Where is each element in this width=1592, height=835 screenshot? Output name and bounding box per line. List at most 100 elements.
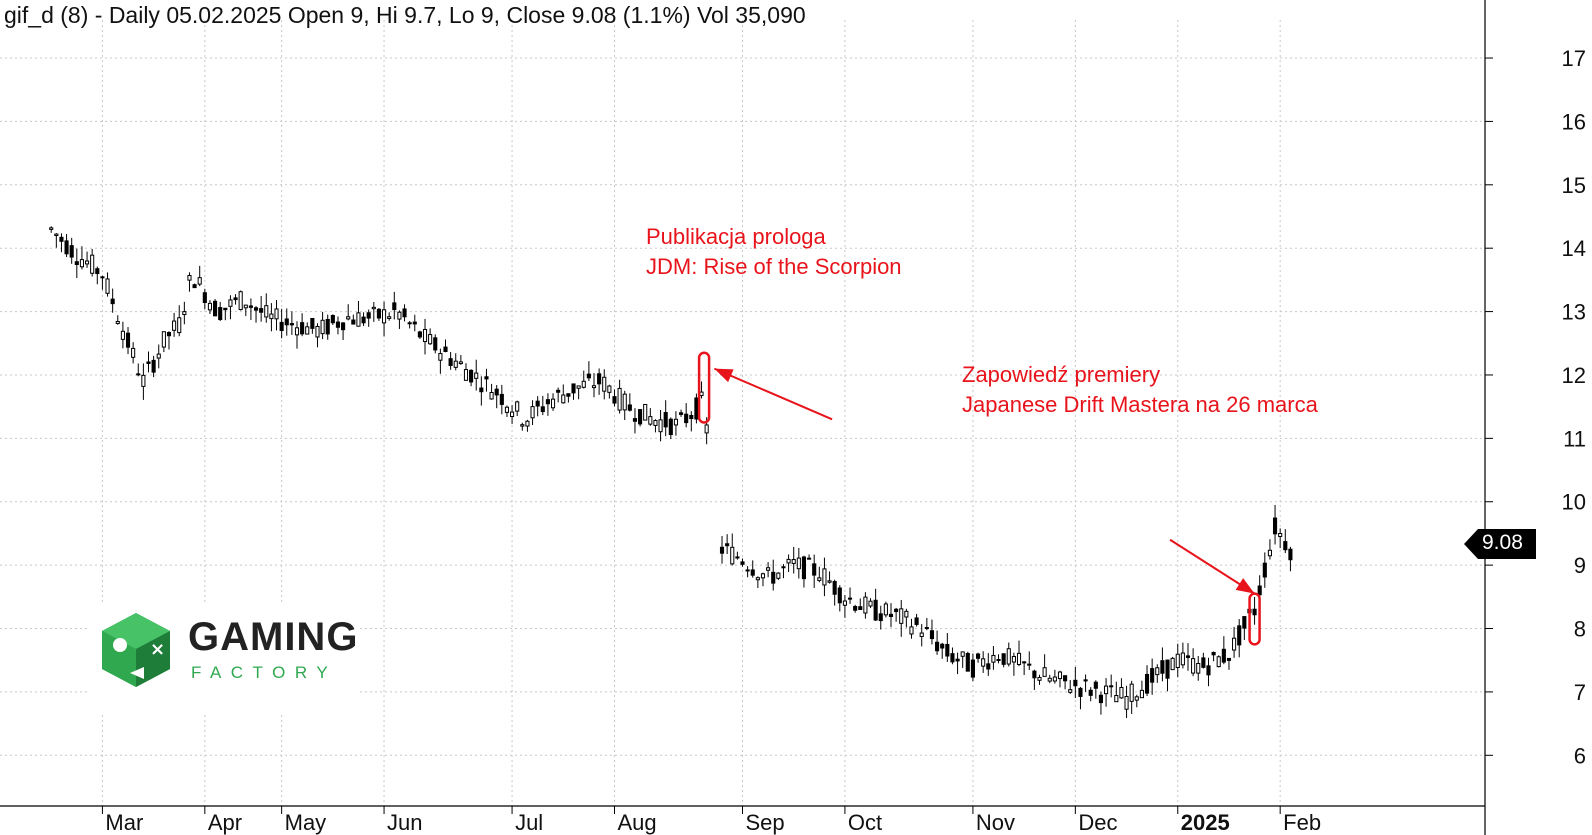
- candle-body: [632, 418, 638, 422]
- candle-body: [381, 309, 387, 324]
- candle-body: [259, 308, 264, 313]
- candle-body: [146, 361, 151, 364]
- candle-body: [586, 373, 591, 379]
- candle-body: [402, 308, 407, 318]
- candle-body: [878, 613, 883, 622]
- candle-body: [740, 561, 745, 565]
- x-tick-label: Feb: [1283, 810, 1321, 835]
- candle-body: [940, 643, 945, 649]
- candle-body: [504, 406, 510, 413]
- candle-body: [218, 307, 223, 320]
- candle-body: [479, 387, 484, 393]
- candle-body: [115, 321, 120, 324]
- candle-body: [1278, 532, 1283, 537]
- candle-body: [638, 409, 643, 425]
- candle-body: [469, 369, 474, 383]
- candle-body: [356, 312, 361, 327]
- candle-body: [822, 568, 827, 586]
- candle-body: [294, 327, 300, 336]
- candle-body: [1165, 659, 1170, 679]
- candle-body: [970, 659, 975, 678]
- candle-body: [735, 556, 740, 559]
- candle-body: [172, 320, 177, 331]
- candle-body: [622, 393, 627, 411]
- candle-body: [561, 394, 566, 404]
- y-tick-label: 17: [1562, 46, 1586, 71]
- x-tick-label: Apr: [208, 810, 242, 835]
- candle-body: [986, 663, 991, 670]
- candle-body: [612, 396, 617, 404]
- candle-body: [325, 318, 330, 335]
- candle-body: [796, 557, 801, 570]
- candle-body: [540, 406, 545, 413]
- candle-body: [550, 398, 556, 409]
- candle-body: [417, 331, 422, 338]
- annotation-premiere: Zapowiedź premiery Japanese Drift Master…: [962, 360, 1318, 420]
- candle-body: [935, 641, 940, 652]
- candle-body: [1196, 662, 1201, 674]
- candle-body: [315, 325, 320, 338]
- candle-body: [361, 316, 366, 324]
- annotation-prolog: Publikacja prologa JDM: Rise of the Scor…: [646, 222, 902, 282]
- y-tick-label: 11: [1563, 426, 1586, 451]
- candle-body: [556, 389, 561, 393]
- candle-body: [279, 321, 284, 332]
- candle-body: [1037, 676, 1042, 681]
- candle-body: [1252, 608, 1257, 616]
- candles: [49, 226, 1293, 719]
- candle-body: [981, 658, 986, 667]
- candle-body: [530, 406, 535, 419]
- candle-body: [69, 245, 74, 258]
- highlight-marker: [697, 351, 711, 424]
- candle-body: [909, 626, 914, 635]
- candle-body: [965, 652, 970, 672]
- logo-subtitle: FACTORY: [191, 663, 338, 682]
- candle-body: [284, 318, 289, 326]
- candle-body: [597, 373, 602, 385]
- candle-body: [494, 388, 499, 396]
- candle-body: [438, 353, 443, 361]
- candle-body: [689, 414, 694, 420]
- candle-body: [131, 347, 136, 358]
- x-tick-label: Sep: [746, 810, 785, 835]
- candle-body: [64, 240, 69, 255]
- candle-body: [607, 385, 612, 393]
- candle-body: [289, 323, 294, 326]
- candle-body: [873, 599, 878, 621]
- candle-body: [725, 543, 730, 547]
- candle-body: [617, 387, 622, 411]
- candle-body: [1078, 687, 1083, 697]
- candle-body: [510, 411, 515, 417]
- candle-body: [243, 304, 248, 309]
- candle-body: [1114, 694, 1119, 703]
- annotation-prolog-line1: Publikacja prologa: [646, 224, 826, 249]
- candle-body: [1088, 689, 1093, 696]
- candle-body: [453, 360, 458, 368]
- logo-dice-icon: ×: [102, 613, 170, 687]
- candle-body: [387, 316, 392, 319]
- candle-body: [376, 308, 381, 319]
- last-price-value: 9.08: [1482, 531, 1523, 554]
- candle-body: [1134, 696, 1139, 701]
- x-tick-label: Oct: [848, 810, 882, 835]
- candle-body: [719, 546, 725, 554]
- candle-body: [694, 397, 699, 420]
- candle-body: [1232, 637, 1237, 651]
- candle-body: [1083, 679, 1088, 682]
- y-tick-label: 14: [1562, 236, 1586, 261]
- candle-body: [832, 581, 837, 595]
- x-tick-label: Jun: [387, 810, 422, 835]
- candle-body: [499, 393, 504, 405]
- candle-body: [79, 259, 84, 268]
- candle-body: [566, 393, 571, 397]
- y-tick-label: 8: [1574, 617, 1586, 642]
- y-tick-label: 16: [1562, 109, 1586, 134]
- candle-body: [520, 424, 525, 427]
- candle-body: [1160, 660, 1165, 674]
- candle-body: [1001, 653, 1006, 665]
- candle-body: [95, 268, 100, 275]
- candle-body: [1155, 667, 1160, 676]
- candle-body: [484, 376, 489, 380]
- candle-body: [1237, 625, 1242, 646]
- candle-body: [458, 361, 463, 365]
